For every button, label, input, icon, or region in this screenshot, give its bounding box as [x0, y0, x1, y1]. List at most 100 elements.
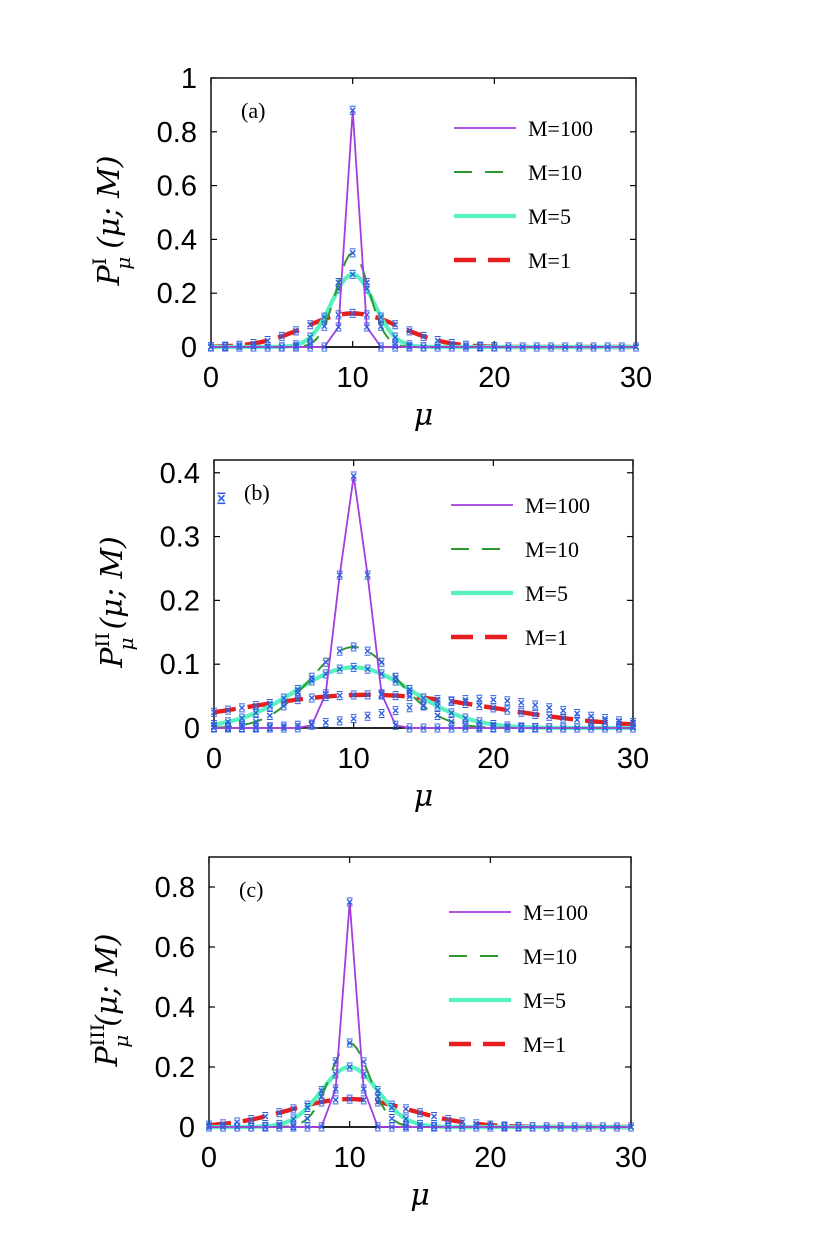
sim-marker	[420, 724, 427, 732]
sim-errorbar	[378, 708, 385, 718]
y-tick-label: 0.2	[155, 1052, 195, 1084]
sim-marker	[322, 719, 329, 726]
sim-marker	[487, 1123, 494, 1131]
sim-marker	[335, 323, 342, 331]
sim-marker	[388, 1104, 395, 1111]
sim-marker	[477, 343, 484, 351]
sim-marker	[336, 665, 343, 673]
sim-errorbar	[264, 342, 271, 352]
sim-marker	[574, 710, 581, 717]
sim-errorbar	[463, 342, 469, 352]
sim-marker	[266, 703, 273, 710]
sim-marker	[346, 1039, 353, 1047]
sim-errorbar	[515, 1122, 522, 1132]
sim-marker	[632, 343, 640, 351]
sim-errorbar	[266, 701, 273, 711]
sim-marker	[210, 709, 218, 716]
sim-errorbar	[406, 703, 413, 713]
sim-marker	[349, 249, 356, 256]
sim-marker	[392, 692, 399, 699]
sim-errorbar	[252, 701, 259, 711]
y-tick-label: 0.4	[157, 224, 197, 256]
sim-marker	[533, 343, 540, 351]
x-axis-label: μ	[414, 779, 434, 814]
sim-marker	[205, 1123, 213, 1131]
sim-marker	[448, 724, 455, 732]
sim-marker	[374, 1123, 381, 1130]
sim-marker	[459, 1123, 466, 1131]
y-tick-label: 0.6	[157, 171, 197, 203]
sim-marker	[504, 707, 511, 714]
sim-marker	[546, 713, 553, 720]
sim-marker	[294, 724, 301, 732]
sim-marker	[238, 724, 246, 732]
sim-marker	[264, 337, 271, 344]
sim-errorbar	[616, 723, 623, 733]
sim-marker	[222, 343, 229, 351]
sim-errorbar	[448, 342, 455, 352]
panel-label: (c)	[239, 877, 263, 902]
sim-marker	[546, 724, 553, 732]
sim-errorbar	[322, 689, 329, 699]
sim-marker	[588, 724, 595, 732]
sim-errorbar	[308, 720, 315, 730]
sim-errorbar	[504, 723, 511, 733]
sim-marker	[219, 1123, 227, 1131]
legend-label: M=10	[528, 160, 582, 185]
panel-label: (a)	[241, 98, 265, 123]
sim-errorbar	[222, 342, 229, 352]
sim-errorbar	[420, 331, 427, 341]
y-tick-label: 0	[181, 332, 197, 364]
sim-marker	[430, 1113, 438, 1120]
sim-marker	[346, 898, 353, 906]
sim-errorbar	[350, 690, 357, 700]
sim-errorbar	[266, 711, 273, 721]
sim-errorbar	[490, 723, 497, 733]
sim-errorbar	[208, 342, 214, 352]
legend-label: M=10	[523, 944, 577, 969]
sim-errorbar	[392, 706, 399, 716]
sim-marker	[529, 1123, 536, 1131]
sim-marker	[627, 1123, 635, 1131]
sim-marker	[248, 1116, 255, 1123]
sim-marker	[292, 327, 300, 334]
sim-marker	[476, 702, 483, 709]
x-axis-label: μ	[414, 398, 434, 433]
series-line-m10	[213, 646, 633, 729]
sim-errorbar	[364, 570, 371, 580]
sim-marker	[346, 1096, 353, 1103]
sim-errorbar	[294, 688, 301, 698]
sim-errorbar	[336, 646, 343, 656]
sim-marker	[490, 724, 497, 732]
sim-marker	[448, 698, 455, 705]
sim-marker	[406, 327, 413, 334]
sim-marker	[304, 1123, 311, 1131]
sim-errorbar	[448, 723, 455, 733]
sim-marker	[290, 1115, 297, 1122]
sim-marker	[448, 709, 455, 716]
legend-label: M=5	[528, 204, 571, 229]
sim-marker	[224, 707, 232, 714]
sim-errorbar	[336, 691, 343, 701]
sim-errorbar	[628, 1122, 634, 1132]
sim-marker	[473, 1123, 480, 1131]
sim-marker	[322, 659, 329, 666]
sim-marker	[574, 724, 581, 732]
sim-marker	[238, 704, 246, 711]
y-axis-label-base: P	[90, 1046, 125, 1068]
sim-marker	[336, 717, 343, 724]
sim-errorbar	[335, 322, 342, 332]
sim-errorbar	[304, 1103, 311, 1113]
sim-errorbar	[431, 1122, 438, 1132]
legend-label: M=10	[525, 537, 579, 562]
y-tick-label: 0	[179, 1112, 195, 1144]
sim-marker	[416, 1109, 424, 1116]
sim-marker	[462, 715, 469, 722]
sim-errorbar	[321, 321, 328, 331]
sim-markers-m5	[207, 269, 640, 352]
sim-marker	[560, 707, 567, 714]
sim-marker	[588, 718, 595, 725]
sim-errorbar	[477, 341, 484, 351]
sim-marker	[276, 1123, 283, 1131]
